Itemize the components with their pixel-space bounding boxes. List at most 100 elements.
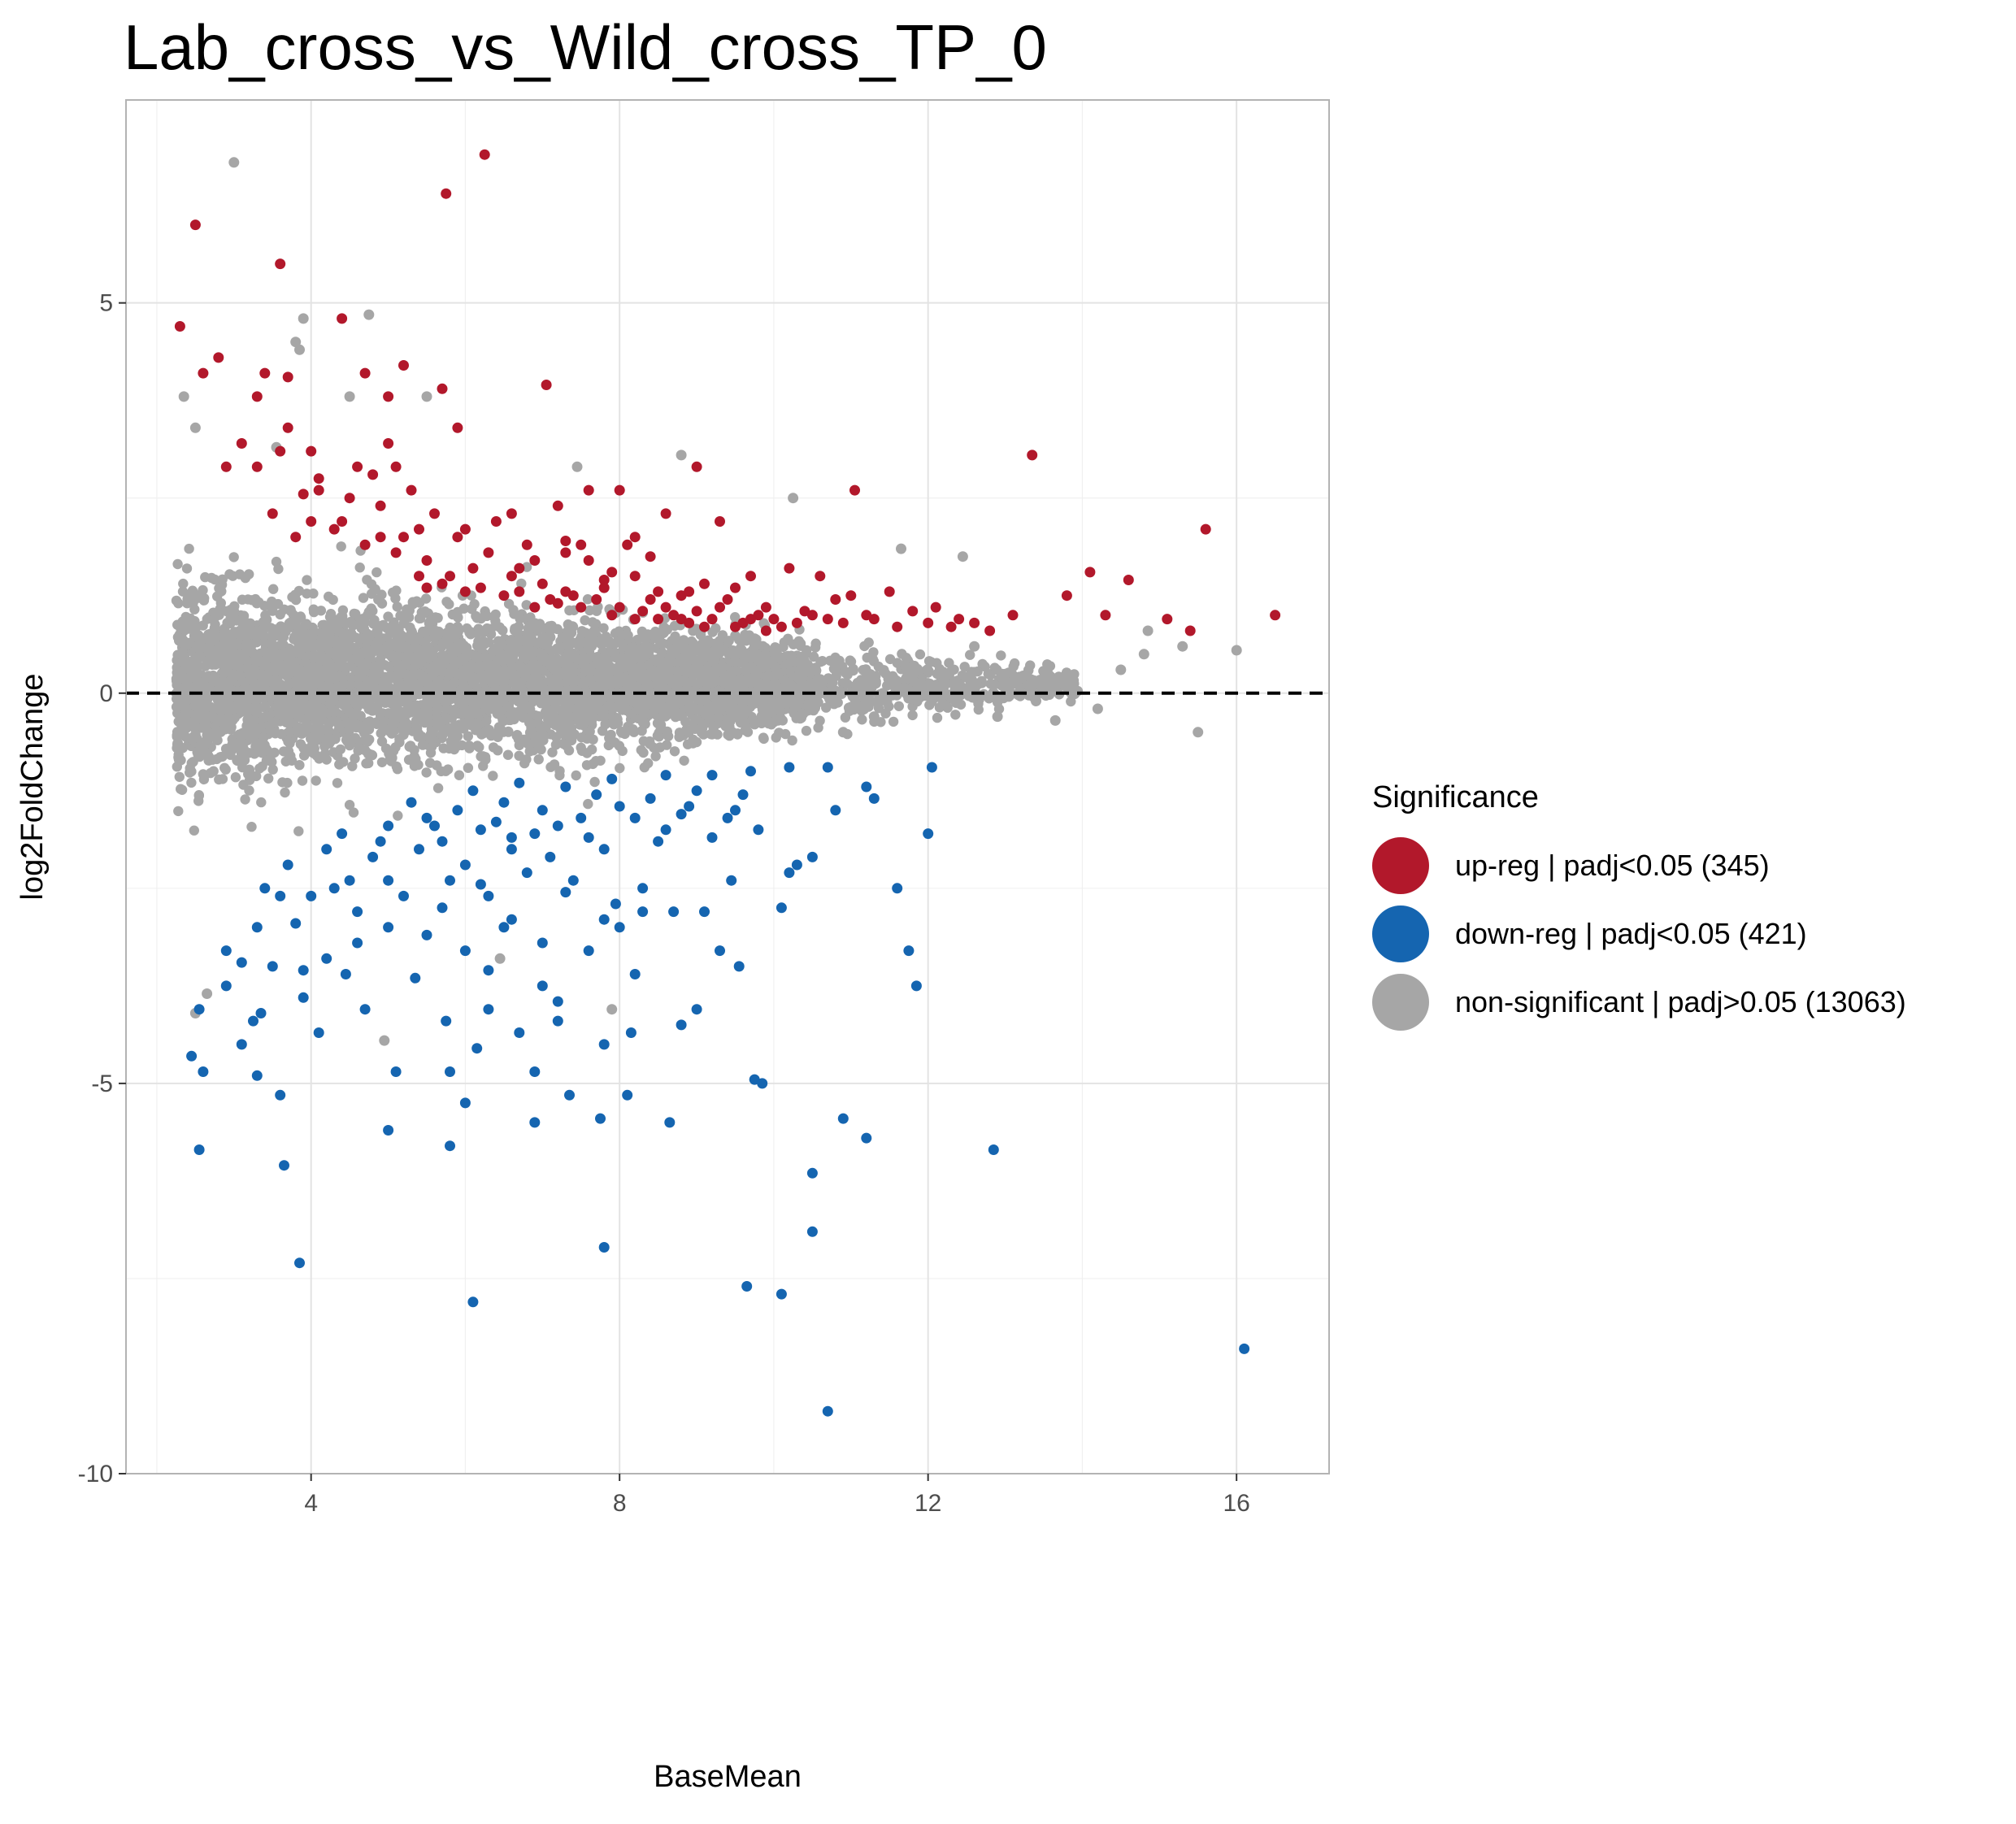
point-non-significant [959,662,970,672]
point-non-significant [880,708,891,719]
point-non-significant [789,686,800,697]
point-non-significant [181,563,193,574]
point-non-significant [965,649,975,660]
point-non-significant [351,695,363,706]
point-non-significant [256,797,267,808]
point-non-significant [294,760,305,771]
point-non-significant [234,625,245,636]
point-non-significant [550,740,562,750]
point-non-significant [452,606,463,618]
point-non-significant [821,702,832,713]
point-non-significant [472,740,483,751]
point-non-significant [225,619,236,629]
point-non-significant [308,604,319,615]
point-non-significant [538,731,550,741]
point-non-significant [409,745,419,755]
point-non-significant [728,674,738,684]
point-non-significant [797,708,807,719]
point-non-significant [177,743,188,753]
point-non-significant [416,732,428,742]
point-non-significant [441,628,453,638]
point-non-significant [692,714,702,725]
point-non-significant [884,654,896,665]
point-non-significant [842,679,853,689]
point-non-significant [576,732,587,743]
point-non-significant [815,715,825,726]
point-non-significant [214,774,224,785]
point-non-significant [328,594,338,606]
point-non-significant [308,661,319,672]
point-non-significant [758,733,769,745]
point-non-significant [643,758,654,769]
point-non-significant [471,610,481,622]
point-non-significant [523,739,533,749]
point-non-significant [615,638,627,649]
point-non-significant [240,794,250,805]
point-non-significant [174,771,185,782]
point-non-significant [405,622,415,633]
point-non-significant [615,762,625,774]
point-non-significant [486,677,497,688]
point-non-significant [454,770,465,780]
point-non-significant [261,710,272,722]
point-non-significant [181,618,192,629]
point-non-significant [316,632,328,644]
point-non-significant [419,606,430,617]
point-non-significant [830,652,841,663]
point-non-significant [922,664,933,675]
point-non-significant [193,796,204,806]
point-non-significant [394,737,405,748]
point-non-significant [478,761,489,771]
point-non-significant [648,628,658,640]
point-non-significant [623,630,633,641]
point-non-significant [385,752,396,763]
point-non-significant [413,633,424,645]
point-non-significant [497,625,508,636]
point-non-significant [637,706,647,716]
point-non-significant [490,728,502,739]
point-non-significant [397,610,407,622]
point-non-significant [780,728,791,740]
point-non-significant [628,695,639,706]
chart-title: Lab_cross_vs_Wild_cross_TP_0 [124,11,1047,83]
point-non-significant [938,675,949,687]
point-non-significant [332,778,343,788]
point-non-significant [845,655,855,666]
point-non-significant [178,578,189,589]
point-non-significant [441,704,452,715]
point-non-significant [192,675,202,686]
point-non-significant [524,624,535,635]
point-non-significant [667,644,677,654]
point-non-significant [802,645,812,656]
point-non-significant [858,665,869,675]
point-non-significant [306,733,316,744]
point-non-significant [477,751,489,762]
point-non-significant [444,599,454,610]
point-non-significant [580,615,590,626]
point-non-significant [297,775,308,786]
point-non-significant [298,723,308,733]
point-non-significant [425,697,437,708]
point-non-significant [390,593,401,604]
point-non-significant [450,630,461,641]
point-non-significant [280,787,290,798]
point-non-significant [285,738,295,749]
point-non-significant [909,660,920,671]
point-non-significant [437,650,449,662]
point-non-significant [651,671,663,682]
point-non-significant [212,735,223,745]
point-non-significant [581,760,593,771]
point-non-significant [325,646,336,658]
point-non-significant [551,675,562,687]
point-non-significant [747,714,758,726]
point-non-significant [950,710,961,720]
point-non-significant [614,740,625,751]
point-non-significant [363,758,374,769]
point-non-significant [335,744,345,755]
point-non-significant [998,681,1010,692]
point-non-significant [589,776,600,788]
point-non-significant [404,631,415,641]
point-non-significant [347,761,358,771]
point-non-significant [200,571,211,583]
